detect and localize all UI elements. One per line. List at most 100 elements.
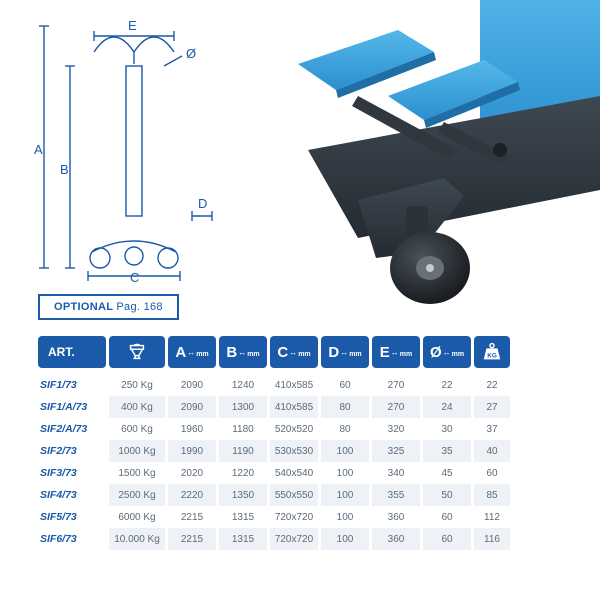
- table-row: SIF6/7310.000 Kg22151315720x720100360601…: [38, 528, 562, 550]
- cell-cap: 6000 Kg: [109, 506, 165, 528]
- weight-icon: KG: [481, 341, 503, 363]
- cell-B: 1220: [219, 462, 267, 484]
- cell-E: 360: [372, 506, 420, 528]
- optional-label: OPTIONAL: [54, 301, 113, 313]
- cell-A: 2215: [168, 528, 216, 550]
- cell-A: 2215: [168, 506, 216, 528]
- cell-kg: 60: [474, 462, 510, 484]
- dim-label-a: A: [34, 142, 43, 157]
- hdr-c: C↔mm: [270, 336, 318, 368]
- dim-label-dia: Ø: [186, 46, 196, 61]
- cell-cap: 250 Kg: [109, 374, 165, 396]
- cell-A: 2020: [168, 462, 216, 484]
- cell-cap: 400 Kg: [109, 396, 165, 418]
- cell-E: 340: [372, 462, 420, 484]
- product-photo: [248, 0, 600, 310]
- cell-cap: 2500 Kg: [109, 484, 165, 506]
- cell-dia: 35: [423, 440, 471, 462]
- hdr-dia: Ø↔mm: [423, 336, 471, 368]
- cell-D: 100: [321, 528, 369, 550]
- hdr-a: A↔mm: [168, 336, 216, 368]
- optional-badge: OPTIONAL Pag. 168: [38, 294, 179, 320]
- cell-A: 2090: [168, 374, 216, 396]
- dim-label-c: C: [130, 270, 139, 282]
- cell-art: SIF2/A/73: [38, 418, 106, 440]
- cell-E: 360: [372, 528, 420, 550]
- cell-A: 2090: [168, 396, 216, 418]
- cell-dia: 50: [423, 484, 471, 506]
- cell-dia: 22: [423, 374, 471, 396]
- cell-C: 530x530: [270, 440, 318, 462]
- cell-kg: 37: [474, 418, 510, 440]
- cell-B: 1180: [219, 418, 267, 440]
- cell-art: SIF5/73: [38, 506, 106, 528]
- cell-A: 1990: [168, 440, 216, 462]
- cell-D: 100: [321, 462, 369, 484]
- cell-E: 355: [372, 484, 420, 506]
- cell-D: 80: [321, 418, 369, 440]
- cell-D: 80: [321, 396, 369, 418]
- cell-B: 1300: [219, 396, 267, 418]
- table-body: SIF1/73250 Kg20901240410x585602702222SIF…: [38, 374, 562, 550]
- cell-kg: 27: [474, 396, 510, 418]
- hdr-art-label: ART.: [48, 345, 75, 359]
- spec-table: ART. A↔mm B↔mm C↔mm D↔mm: [38, 336, 562, 550]
- cell-A: 2220: [168, 484, 216, 506]
- cell-D: 100: [321, 506, 369, 528]
- capacity-icon: [126, 341, 148, 363]
- cell-dia: 24: [423, 396, 471, 418]
- table-row: SIF1/A/73400 Kg20901300410x585802702427: [38, 396, 562, 418]
- cell-B: 1315: [219, 528, 267, 550]
- cell-C: 550x550: [270, 484, 318, 506]
- cell-dia: 45: [423, 462, 471, 484]
- cell-kg: 112: [474, 506, 510, 528]
- cell-E: 320: [372, 418, 420, 440]
- cell-B: 1315: [219, 506, 267, 528]
- table-row: SIF3/731500 Kg20201220540x5401003404560: [38, 462, 562, 484]
- cell-C: 410x585: [270, 396, 318, 418]
- dim-label-e: E: [128, 18, 137, 33]
- cell-A: 1960: [168, 418, 216, 440]
- hdr-capacity: [109, 336, 165, 368]
- cell-art: SIF4/73: [38, 484, 106, 506]
- cell-cap: 1000 Kg: [109, 440, 165, 462]
- svg-text:KG: KG: [487, 353, 497, 360]
- hdr-e: E↔mm: [372, 336, 420, 368]
- cell-E: 270: [372, 374, 420, 396]
- table-row: SIF4/732500 Kg22201350550x5501003555085: [38, 484, 562, 506]
- cell-kg: 22: [474, 374, 510, 396]
- dimension-diagram: A B E Ø D C: [34, 4, 240, 282]
- cell-C: 410x585: [270, 374, 318, 396]
- cell-dia: 60: [423, 528, 471, 550]
- cell-D: 100: [321, 440, 369, 462]
- cell-cap: 1500 Kg: [109, 462, 165, 484]
- cell-D: 100: [321, 484, 369, 506]
- cell-art: SIF6/73: [38, 528, 106, 550]
- dim-label-b: B: [60, 162, 69, 177]
- top-region: A B E Ø D C: [0, 0, 600, 325]
- cell-art: SIF3/73: [38, 462, 106, 484]
- cell-B: 1190: [219, 440, 267, 462]
- table-row: SIF2/731000 Kg19901190530x5301003253540: [38, 440, 562, 462]
- cell-art: SIF2/73: [38, 440, 106, 462]
- dim-label-d: D: [198, 196, 207, 211]
- cell-B: 1350: [219, 484, 267, 506]
- cell-dia: 30: [423, 418, 471, 440]
- hdr-kg: KG: [474, 336, 510, 368]
- cell-cap: 10.000 Kg: [109, 528, 165, 550]
- cell-E: 270: [372, 396, 420, 418]
- cell-C: 720x720: [270, 528, 318, 550]
- hdr-d: D↔mm: [321, 336, 369, 368]
- cell-art: SIF1/73: [38, 374, 106, 396]
- table-row: SIF1/73250 Kg20901240410x585602702222: [38, 374, 562, 396]
- optional-page: Pag. 168: [116, 301, 162, 313]
- hdr-art: ART.: [38, 336, 106, 368]
- cell-art: SIF1/A/73: [38, 396, 106, 418]
- table-row: SIF2/A/73600 Kg19601180520x520803203037: [38, 418, 562, 440]
- cell-E: 325: [372, 440, 420, 462]
- cell-B: 1240: [219, 374, 267, 396]
- cell-C: 520x520: [270, 418, 318, 440]
- table-header: ART. A↔mm B↔mm C↔mm D↔mm: [38, 336, 562, 368]
- cell-cap: 600 Kg: [109, 418, 165, 440]
- cell-D: 60: [321, 374, 369, 396]
